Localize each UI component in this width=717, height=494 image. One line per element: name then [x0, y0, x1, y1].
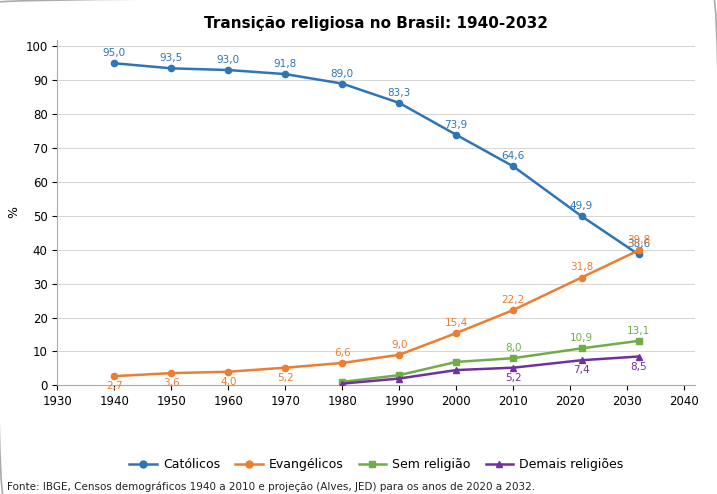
- Demais religiões: [338, 381, 346, 387]
- Evangélicos: [577, 275, 586, 281]
- Sem religião: [635, 338, 643, 344]
- Text: 7,4: 7,4: [573, 366, 590, 375]
- Demais religiões: [577, 357, 586, 363]
- Text: 95,0: 95,0: [103, 48, 126, 58]
- Demais religiões: [395, 375, 404, 381]
- Text: 15,4: 15,4: [445, 318, 467, 328]
- Sem religião: [452, 359, 460, 365]
- Text: 38,6: 38,6: [627, 240, 650, 249]
- Line: Católicos: Católicos: [111, 60, 642, 257]
- Sem religião: [509, 355, 518, 361]
- Text: 49,9: 49,9: [570, 201, 593, 211]
- Evangélicos: [395, 352, 404, 358]
- Demais religiões: [635, 354, 643, 360]
- Text: 9,0: 9,0: [391, 340, 407, 350]
- Text: 5,2: 5,2: [505, 373, 521, 383]
- Evangélicos: [635, 247, 643, 253]
- Text: 64,6: 64,6: [502, 151, 525, 161]
- Text: 4,0: 4,0: [220, 377, 237, 387]
- Católicos: [635, 251, 643, 257]
- Evangélicos: [452, 330, 460, 336]
- Católicos: [509, 164, 518, 169]
- Sem religião: [395, 372, 404, 378]
- Text: Fonte: IBGE, Censos demográficos 1940 a 2010 e projeção (Alves, JED) para os ano: Fonte: IBGE, Censos demográficos 1940 a …: [7, 481, 536, 492]
- Católicos: [167, 65, 176, 71]
- Católicos: [452, 132, 460, 138]
- Text: 93,5: 93,5: [160, 53, 183, 63]
- Católicos: [224, 67, 232, 73]
- Demais religiões: [452, 367, 460, 373]
- Text: 31,8: 31,8: [570, 262, 593, 272]
- Text: 89,0: 89,0: [331, 69, 353, 79]
- Evangélicos: [338, 360, 346, 366]
- Line: Demais religiões: Demais religiões: [339, 353, 642, 387]
- Line: Sem religião: Sem religião: [339, 338, 642, 385]
- Text: 73,9: 73,9: [445, 120, 467, 130]
- Demais religiões: [509, 365, 518, 370]
- Text: 2,7: 2,7: [106, 381, 123, 391]
- Title: Transição religiosa no Brasil: 1940-2032: Transição religiosa no Brasil: 1940-2032: [204, 16, 549, 32]
- Evangélicos: [224, 369, 232, 375]
- Text: 83,3: 83,3: [388, 88, 411, 98]
- Católicos: [395, 100, 404, 106]
- Evangélicos: [110, 373, 118, 379]
- Text: 22,2: 22,2: [502, 295, 525, 305]
- Legend: Católicos, Evangélicos, Sem religião, Demais religiões: Católicos, Evangélicos, Sem religião, De…: [124, 453, 629, 476]
- Y-axis label: %: %: [7, 206, 20, 218]
- Line: Evangélicos: Evangélicos: [111, 247, 642, 379]
- Católicos: [110, 60, 118, 66]
- Text: 10,9: 10,9: [570, 333, 593, 343]
- Text: 91,8: 91,8: [274, 59, 297, 69]
- Sem religião: [577, 345, 586, 351]
- Católicos: [281, 71, 290, 77]
- Text: 5,2: 5,2: [277, 373, 293, 383]
- Evangélicos: [509, 307, 518, 313]
- Text: 8,0: 8,0: [505, 343, 521, 353]
- Text: 39,8: 39,8: [627, 235, 650, 246]
- Text: 6,6: 6,6: [334, 348, 351, 358]
- Católicos: [577, 213, 586, 219]
- Text: 13,1: 13,1: [627, 326, 650, 336]
- Text: 8,5: 8,5: [630, 362, 647, 371]
- Sem religião: [338, 379, 346, 385]
- Evangélicos: [167, 370, 176, 376]
- Católicos: [338, 81, 346, 86]
- Text: 93,0: 93,0: [217, 55, 240, 65]
- Text: 3,6: 3,6: [163, 378, 180, 388]
- Evangélicos: [281, 365, 290, 370]
